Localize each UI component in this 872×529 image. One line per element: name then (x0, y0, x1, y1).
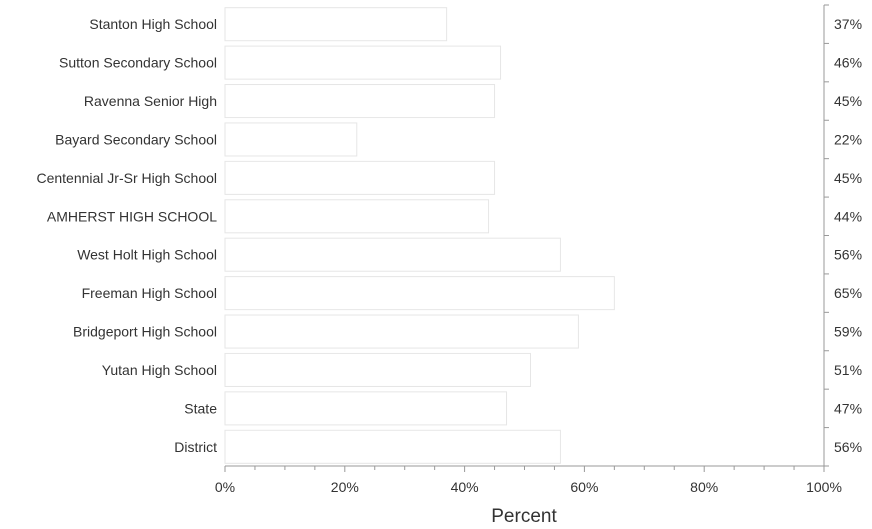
value-label: 56% (834, 247, 862, 263)
bar (224, 199, 490, 234)
value-label: 46% (834, 55, 862, 71)
x-tick-label: 60% (570, 479, 598, 495)
value-label: 45% (834, 170, 862, 186)
bar (224, 84, 496, 119)
bar (224, 314, 579, 349)
bar (224, 7, 448, 42)
x-axis-title: Percent (491, 506, 557, 527)
x-tick-label: 40% (451, 479, 479, 495)
bar (224, 160, 496, 195)
bar (224, 391, 508, 426)
x-axis: 0% 20% 40% 60% 80% 100% (215, 465, 842, 495)
value-label: 22% (834, 131, 862, 147)
value-label: 51% (834, 362, 862, 378)
category-label: Bridgeport High School (73, 324, 217, 340)
category-label: Yutan High School (102, 362, 217, 378)
category-label: Centennial Jr-Sr High School (36, 170, 217, 186)
category-label: District (174, 439, 217, 455)
category-label: Ravenna Senior High (84, 93, 217, 109)
value-label: 65% (834, 285, 862, 301)
value-label: 59% (834, 324, 862, 340)
category-label: West Holt High School (77, 247, 217, 263)
value-labels: 37% 46% 45% 22% 45% 44% 56% 65% 59% 51% 47% 56% (834, 16, 862, 455)
category-label: Bayard Secondary School (55, 131, 217, 147)
x-tick-label: 20% (331, 479, 359, 495)
value-label: 45% (834, 93, 862, 109)
category-labels: Stanton High School Sutton Secondary Scho… (36, 16, 217, 455)
right-axis (823, 4, 829, 467)
category-label: State (184, 400, 217, 416)
x-tick-label: 0% (215, 479, 235, 495)
value-label: 44% (834, 208, 862, 224)
bar (224, 237, 561, 272)
value-label: 56% (834, 439, 862, 455)
bar (224, 276, 615, 311)
value-label: 37% (834, 16, 862, 32)
category-label: Sutton Secondary School (59, 55, 217, 71)
bar (224, 122, 358, 157)
bar (224, 429, 561, 464)
bar (224, 352, 531, 387)
bars-group (224, 7, 615, 464)
bar (224, 45, 502, 80)
category-label: Freeman High School (82, 285, 217, 301)
x-tick-label: 80% (690, 479, 718, 495)
category-label: Stanton High School (89, 16, 217, 32)
x-tick-label: 100% (806, 479, 842, 495)
value-label: 47% (834, 400, 862, 416)
category-label: AMHERST HIGH SCHOOL (47, 208, 217, 224)
